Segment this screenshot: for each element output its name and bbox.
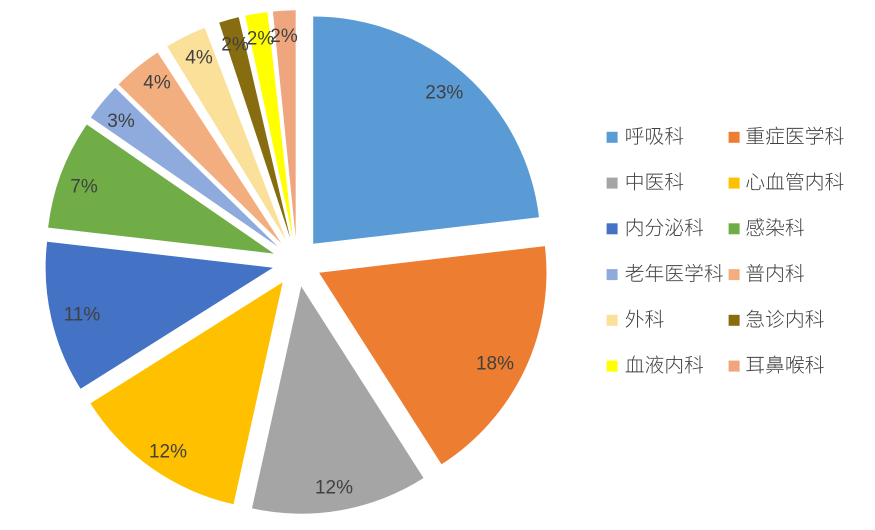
svg-text:11%: 11% bbox=[64, 305, 101, 326]
svg-text:23%: 23% bbox=[425, 83, 463, 104]
svg-text:3%: 3% bbox=[107, 111, 135, 132]
svg-text:4%: 4% bbox=[185, 48, 213, 69]
svg-text:4%: 4% bbox=[143, 73, 171, 94]
svg-text:2%: 2% bbox=[247, 29, 275, 50]
svg-text:2%: 2% bbox=[221, 35, 249, 56]
svg-text:18%: 18% bbox=[476, 354, 514, 375]
svg-text:7%: 7% bbox=[70, 177, 98, 198]
svg-text:12%: 12% bbox=[149, 442, 187, 463]
svg-text:2%: 2% bbox=[270, 26, 298, 47]
svg-text:12%: 12% bbox=[315, 478, 353, 499]
